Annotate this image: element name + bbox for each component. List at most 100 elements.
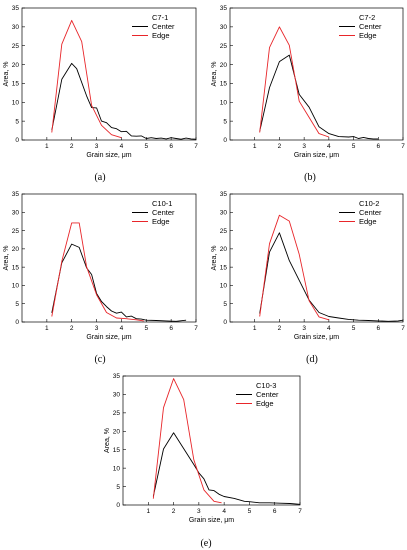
- x-tick-label: 6: [169, 143, 173, 150]
- y-tick-label: 10: [220, 99, 228, 106]
- chart-panel-1: 1 2 3 4 5 6 7 0 5 10 15 20 25 30 35 Grain size, μm Area,…: [3, 5, 198, 183]
- panel-label: (e): [200, 538, 211, 549]
- x-tick-label: 1: [253, 143, 257, 150]
- x-tick-label: 6: [169, 325, 173, 332]
- x-tick-label: 6: [376, 143, 380, 150]
- x-tick-label: 5: [248, 508, 252, 515]
- y-axis-label: Area, %: [104, 428, 111, 453]
- legend-label: Edge: [152, 217, 170, 226]
- series-line-edge: [51, 222, 144, 322]
- x-tick-label: 3: [302, 143, 306, 150]
- x-tick-label: 5: [144, 325, 148, 332]
- x-tick-label: 5: [352, 325, 356, 332]
- x-tick-label: 4: [222, 508, 226, 515]
- x-tick-label: 3: [95, 143, 99, 150]
- legend-label: Center: [152, 22, 175, 31]
- x-tick-label: 2: [70, 143, 74, 150]
- y-tick-label: 0: [15, 137, 19, 144]
- y-tick-label: 5: [15, 118, 19, 125]
- y-axis-label: Area, %: [3, 246, 10, 271]
- plot-frame: [229, 7, 404, 141]
- y-tick-label: 20: [12, 246, 20, 253]
- x-tick-label: 1: [146, 508, 150, 515]
- y-tick-label: 20: [12, 62, 20, 69]
- x-tick-label: 2: [278, 325, 282, 332]
- y-tick-label: 15: [220, 264, 228, 271]
- y-tick-label: 30: [220, 209, 228, 216]
- x-tick-label: 7: [194, 143, 198, 150]
- x-tick-label: 4: [327, 325, 331, 332]
- legend-label: Center: [359, 208, 382, 217]
- x-axis-label: Grain size, μm: [86, 152, 131, 159]
- x-tick-label: 2: [278, 143, 282, 150]
- chart-title: C10-1: [152, 199, 172, 208]
- x-axis-label: Grain size, μm: [189, 517, 234, 524]
- chart-title: C10-2: [359, 199, 379, 208]
- x-tick-label: 6: [376, 325, 380, 332]
- y-tick-label: 10: [12, 99, 20, 106]
- y-axis-label: Area, %: [211, 62, 218, 87]
- chart-panel-4: 1 2 3 4 5 6 7 0 5 10 15 20 25 30 35 Grain size, μm Area,…: [211, 191, 405, 365]
- x-tick-label: 3: [302, 325, 306, 332]
- x-tick-label: 4: [120, 325, 124, 332]
- x-tick-label: 7: [298, 508, 302, 515]
- y-tick-label: 10: [220, 283, 228, 290]
- x-tick-label: 5: [352, 143, 356, 150]
- x-tick-label: 1: [253, 325, 257, 332]
- legend-label: Center: [256, 390, 279, 399]
- x-tick-label: 4: [327, 143, 331, 150]
- legend-label: Edge: [359, 217, 377, 226]
- y-tick-label: 0: [223, 319, 227, 326]
- panel-label: (d): [306, 354, 318, 365]
- y-tick-label: 10: [113, 465, 121, 472]
- x-tick-label: 3: [197, 508, 201, 515]
- y-tick-label: 15: [12, 81, 20, 88]
- y-tick-label: 25: [12, 228, 20, 235]
- y-axis-label: Area, %: [211, 246, 218, 271]
- x-tick-label: 5: [144, 143, 148, 150]
- x-axis-label: Grain size, μm: [86, 334, 131, 341]
- y-tick-label: 30: [113, 392, 121, 399]
- x-tick-label: 7: [401, 143, 405, 150]
- y-tick-label: 20: [220, 62, 228, 69]
- series-line-center: [259, 54, 379, 140]
- y-tick-label: 35: [113, 373, 121, 380]
- x-tick-label: 1: [45, 143, 49, 150]
- y-tick-label: 5: [15, 301, 19, 308]
- panel-label: (c): [94, 354, 105, 365]
- chart-panel-2: 1 2 3 4 5 6 7 0 5 10 15 20 25 30 35 Grain size, μm Area,…: [211, 5, 405, 183]
- legend-label: Edge: [256, 399, 274, 408]
- series-line-edge: [51, 19, 122, 139]
- y-tick-label: 10: [12, 283, 20, 290]
- y-tick-label: 0: [116, 502, 120, 509]
- x-tick-label: 1: [45, 325, 49, 332]
- y-tick-label: 5: [223, 118, 227, 125]
- y-axis-label: Area, %: [3, 62, 10, 87]
- plot-frame: [21, 193, 197, 323]
- series-line-center: [152, 432, 301, 505]
- x-tick-label: 3: [95, 325, 99, 332]
- chart-panel-5: 1 2 3 4 5 6 7 0 5 10 15 20 25 30 35 Grain size, μm Area,…: [104, 373, 302, 549]
- y-tick-label: 0: [223, 137, 227, 144]
- y-tick-label: 30: [220, 24, 228, 31]
- plot-frame: [21, 7, 197, 141]
- y-tick-label: 25: [12, 43, 20, 50]
- x-axis-label: Grain size, μm: [294, 334, 339, 341]
- chart-title: C7-2: [359, 13, 375, 22]
- chart-title: C7-1: [152, 13, 168, 22]
- x-tick-label: 7: [194, 325, 198, 332]
- x-tick-label: 2: [70, 325, 74, 332]
- plot-frame: [122, 375, 301, 506]
- y-tick-label: 20: [113, 428, 121, 435]
- y-tick-label: 35: [220, 5, 228, 12]
- series-line-center: [51, 243, 187, 322]
- legend-label: Edge: [359, 31, 377, 40]
- series-line-center: [51, 62, 197, 140]
- chart-panel-3: 1 2 3 4 5 6 7 0 5 10 15 20 25 30 35 Grain size, μm Area,…: [3, 191, 198, 365]
- y-tick-label: 35: [220, 191, 228, 198]
- x-tick-label: 7: [401, 325, 405, 332]
- y-tick-label: 5: [223, 301, 227, 308]
- plot-frame: [229, 193, 404, 323]
- series-line-edge: [259, 26, 330, 138]
